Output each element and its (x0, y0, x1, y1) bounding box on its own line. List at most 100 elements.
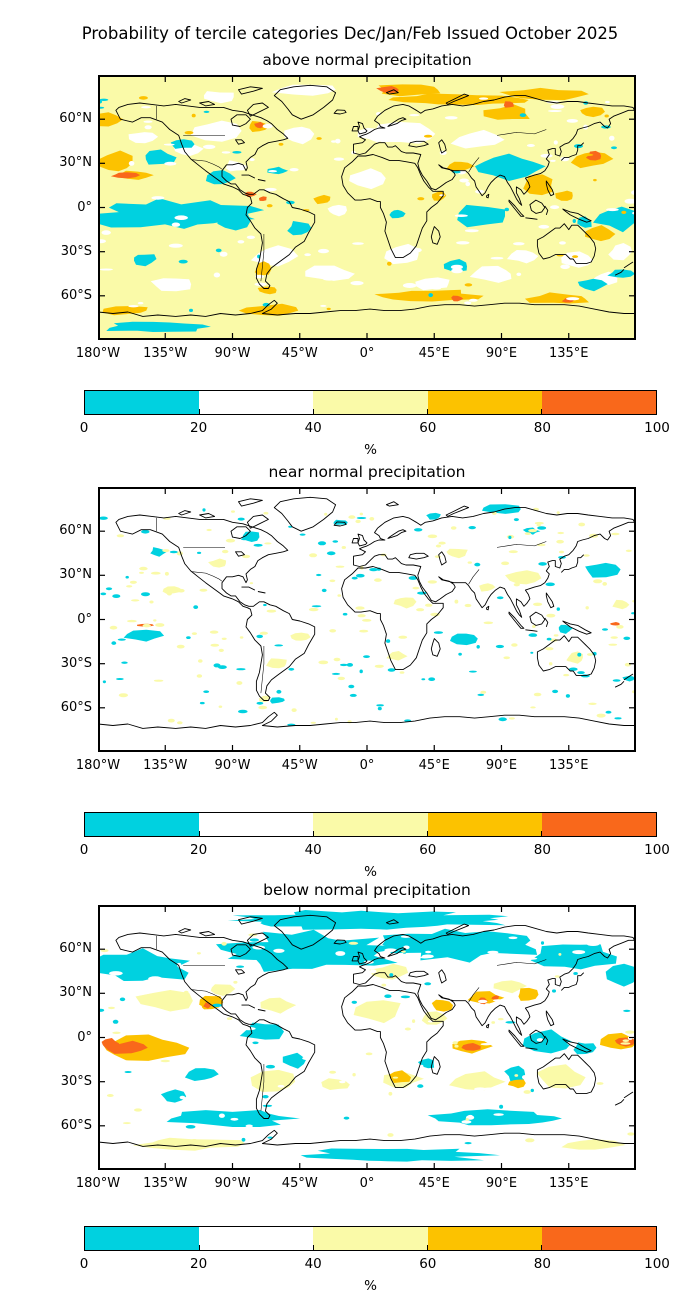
lat-tick-label: 30°S (60, 655, 92, 671)
lat-tick-label: 60°N (59, 111, 92, 127)
colorbar-unit-label: % (364, 442, 377, 458)
panel-title-below: below normal precipitation (263, 881, 471, 899)
lon-tick-label: 180°W (75, 1176, 121, 1191)
colorbar-segment-20-40 (199, 391, 314, 414)
lat-tick-label: 60°S (60, 287, 92, 303)
colorbar-tick-label: 100 (644, 842, 670, 858)
lat-tick-label: 30°N (59, 155, 92, 171)
colorbar-tick-label: 100 (644, 420, 670, 436)
colorbar-tick-label: 0 (79, 420, 89, 436)
coastlines (98, 914, 636, 1147)
world-map-svg-0 (97, 75, 636, 340)
lat-tick-label: 0° (77, 611, 92, 627)
colorbar-boundary-tick (312, 1245, 315, 1250)
lon-tick-label: 45°W (281, 1176, 318, 1191)
colorbar-boundary-tick (426, 1245, 429, 1250)
lon-tick-label: 90°E (485, 1176, 518, 1191)
colorbar-boundary-tick (541, 409, 543, 414)
colorbar-tick-label: 60 (419, 420, 437, 436)
coastlines (98, 84, 636, 317)
colorbar-segment-20-40 (199, 1227, 314, 1250)
panel-title-near: near normal precipitation (268, 463, 466, 481)
lon-tick-label: 180°W (75, 758, 121, 773)
colorbar-segment-80-100 (541, 813, 657, 836)
colorbar-segment-80-100 (541, 1227, 657, 1250)
colorbar-segment-0-20 (85, 1227, 200, 1250)
lon-tick-label: 90°E (485, 758, 518, 773)
map-near-normal (97, 487, 636, 752)
colorbar-boundary-tick (426, 409, 429, 414)
lon-tick-label: 90°W (214, 346, 251, 361)
colorbar-boundary-tick (426, 831, 429, 836)
lon-tick-label: 45°E (418, 1176, 450, 1191)
colorbar-unit-label: % (364, 1278, 377, 1294)
colorbar-boundary-tick (312, 409, 315, 414)
lat-tick-label: 0° (77, 1029, 92, 1045)
lon-tick-label: 135°E (548, 758, 589, 773)
colorbar-tick-label: 40 (304, 1256, 322, 1272)
lon-tick-label: 90°W (214, 1176, 251, 1191)
colorbar-tick-label: 80 (533, 420, 551, 436)
world-map-svg-1 (97, 487, 636, 752)
colorbar-segment-0-20 (85, 813, 200, 836)
lon-tick-label: 45°W (281, 346, 318, 361)
colorbar-tick-label: 60 (419, 842, 437, 858)
colorbar-tick-label: 20 (190, 1256, 208, 1272)
panel-title-above: above normal precipitation (262, 51, 472, 69)
colorbar-segment-60-80 (427, 813, 542, 836)
lat-tick-label: 30°N (59, 567, 92, 583)
lon-tick-label: 135°W (143, 1176, 188, 1191)
lon-tick-label: 135°W (143, 346, 188, 361)
lon-tick-label: 45°E (418, 346, 450, 361)
lat-tick-label: 60°S (60, 699, 92, 715)
colorbar-boundary-tick (541, 831, 543, 836)
figure-title: Probability of tercile categories Dec/Ja… (81, 24, 619, 43)
map-above-normal (97, 75, 636, 340)
lat-tick-label: 60°N (59, 941, 92, 957)
probability-colorbar (84, 390, 657, 415)
colorbar-segment-20-40 (199, 813, 314, 836)
lat-tick-label: 60°S (60, 1117, 92, 1133)
colorbar-tick-label: 40 (304, 420, 322, 436)
lon-tick-label: 135°W (143, 758, 188, 773)
colorbar-tick-label: 0 (79, 1256, 89, 1272)
lon-tick-label: 90°W (214, 758, 251, 773)
colorbar-segment-80-100 (541, 391, 657, 414)
colorbar-tick-label: 20 (190, 420, 208, 436)
map-below-normal (97, 905, 636, 1170)
lat-tick-label: 30°S (60, 243, 92, 259)
probability-colorbar (84, 812, 657, 837)
lon-tick-label: 0° (359, 1176, 375, 1191)
lat-tick-label: 0° (77, 199, 92, 215)
colorbar-tick-label: 60 (419, 1256, 437, 1272)
coastlines (98, 496, 636, 729)
lat-tick-label: 30°N (59, 985, 92, 1001)
colorbar-boundary-tick (198, 1245, 200, 1250)
colorbar-segment-40-60 (313, 391, 428, 414)
lat-tick-label: 60°N (59, 523, 92, 539)
lon-tick-label: 45°W (281, 758, 318, 773)
colorbar-segment-0-20 (85, 391, 200, 414)
world-map-svg-2 (97, 905, 636, 1170)
probability-colorbar (84, 1226, 657, 1251)
lon-tick-label: 135°E (548, 1176, 589, 1191)
colorbar-tick-label: 20 (190, 842, 208, 858)
lon-tick-label: 45°E (418, 758, 450, 773)
colorbar-segment-60-80 (427, 391, 542, 414)
colorbar-boundary-tick (198, 409, 200, 414)
lon-tick-label: 135°E (548, 346, 589, 361)
lon-tick-label: 180°W (75, 346, 121, 361)
colorbar-tick-label: 80 (533, 842, 551, 858)
colorbar-tick-label: 80 (533, 1256, 551, 1272)
lon-tick-label: 0° (359, 346, 375, 361)
lon-tick-label: 0° (359, 758, 375, 773)
colorbar-segment-40-60 (313, 1227, 428, 1250)
colorbar-boundary-tick (312, 831, 315, 836)
colorbar-tick-label: 40 (304, 842, 322, 858)
colorbar-unit-label: % (364, 864, 377, 880)
colorbar-tick-label: 0 (79, 842, 89, 858)
colorbar-boundary-tick (541, 1245, 543, 1250)
colorbar-segment-60-80 (427, 1227, 542, 1250)
colorbar-segment-40-60 (313, 813, 428, 836)
